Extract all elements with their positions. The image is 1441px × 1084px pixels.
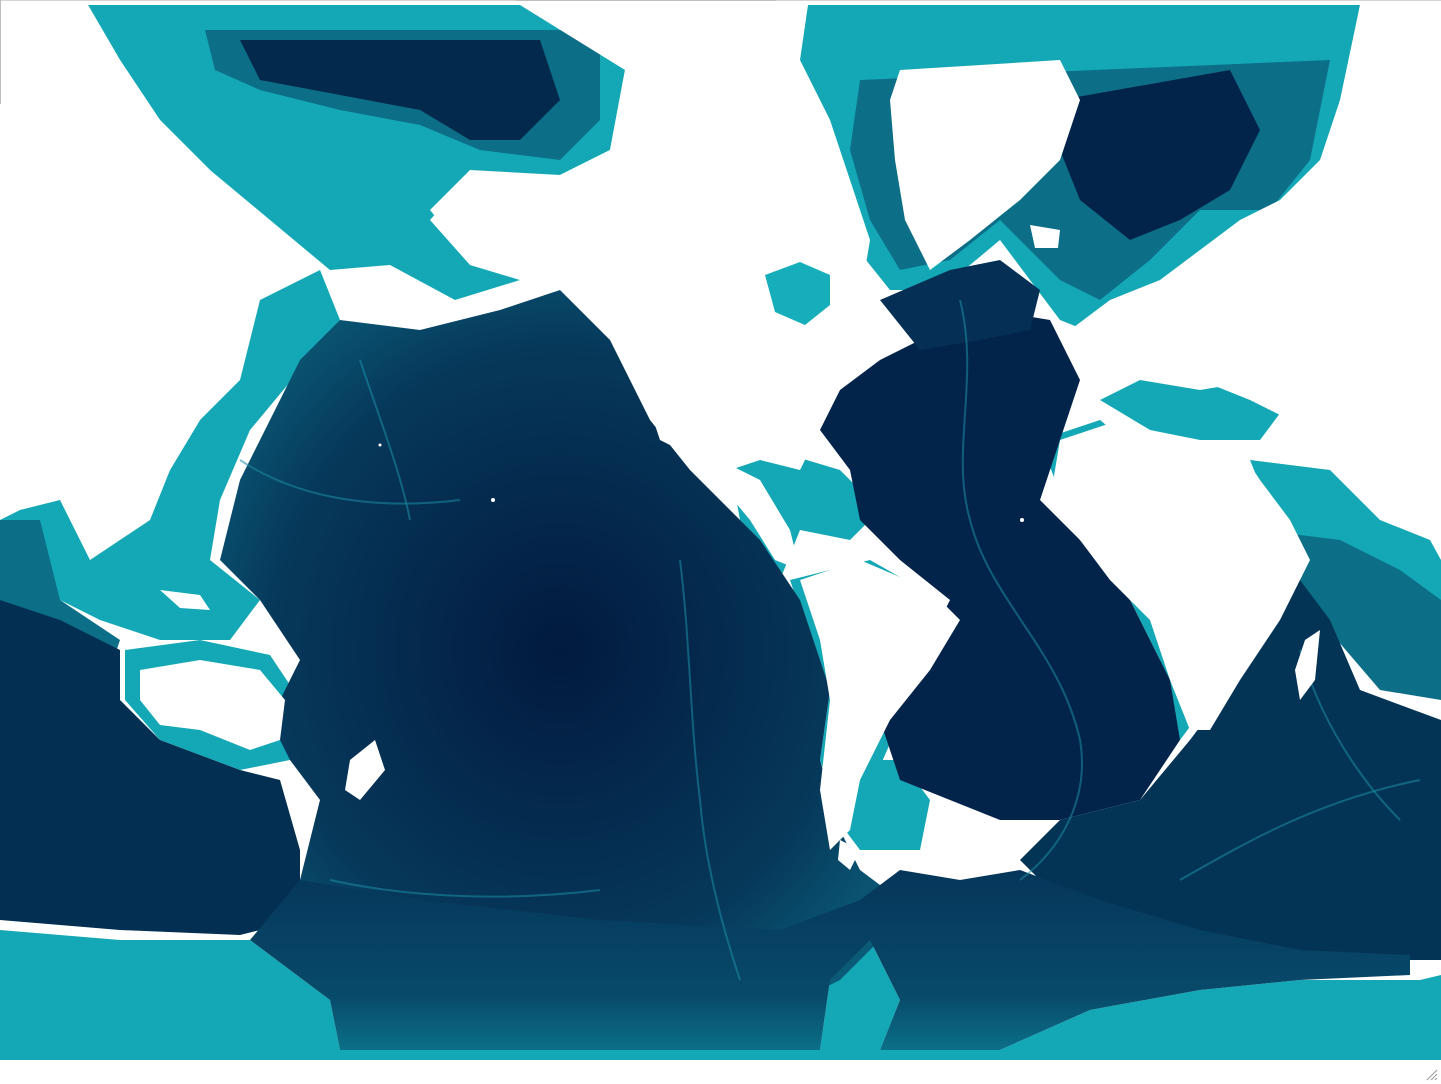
deep-ocean	[0, 40, 1441, 1050]
window-left-border	[0, 0, 1, 104]
land	[0, 5, 1441, 1084]
resize-grip-icon[interactable]	[1426, 1069, 1438, 1081]
window-title-notch	[516, 0, 776, 1]
islands	[160, 225, 1060, 610]
